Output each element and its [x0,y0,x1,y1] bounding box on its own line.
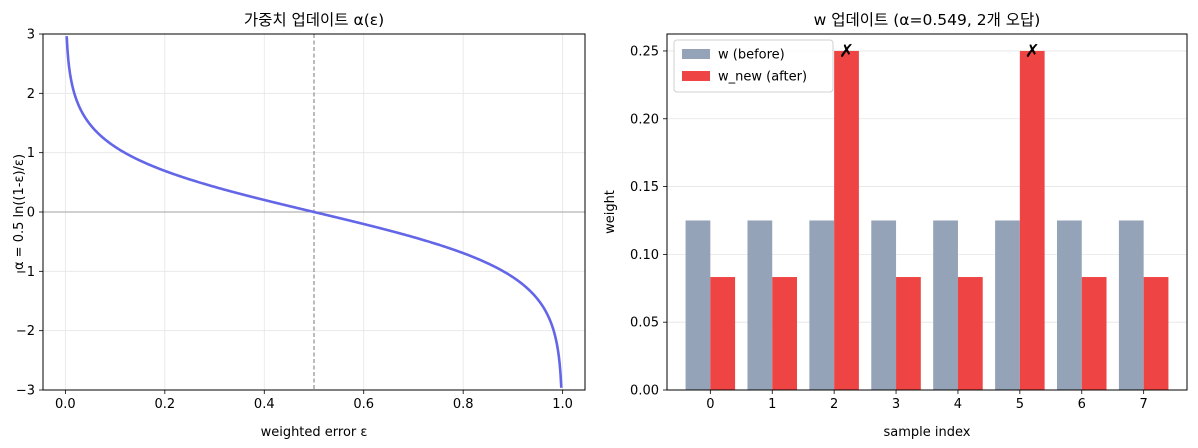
bar-before [747,220,773,390]
bar-before [1118,220,1144,390]
bar-before [1057,220,1082,390]
legend-swatch-after [682,71,710,81]
x-tick-label: 0.4 [254,397,275,412]
weight-legend: w (before) w_new (after) [673,39,834,93]
y-tick-label: 0.20 [630,112,659,127]
y-tick-label: −2 [16,324,35,339]
bar-before [685,220,711,390]
y-tick-label: 3 [27,28,35,43]
x-tick-label: 5 [1016,397,1024,412]
weight-y-axis-label: weight [603,190,618,234]
weight-grid [667,50,1187,391]
weight-ticks: 0.00 0.05 0.10 0.15 0.20 0.25 0 1 2 3 4 5 6 7 [630,44,1148,412]
legend-swatch-before [682,49,710,59]
bar-after [1019,50,1045,390]
y-tick-label: 0.05 [630,316,659,331]
weight-chart-title: w 업데이트 (α=0.549, 2개 오답) [814,11,1041,29]
wrong-mark-annotation: ✗ [1025,41,1040,62]
weight-annotations: ✗ ✗ [839,41,1040,62]
y-tick-label: −3 [16,384,35,399]
weight-bars [685,50,1169,390]
weight-x-axis-label: sample index [884,425,971,440]
x-tick-label: 2 [830,397,838,412]
bar-after [834,50,859,390]
legend-label-after: w_new (after) [718,70,807,85]
weight-plot-frame [666,33,1188,391]
bar-after [772,277,797,390]
y-tick-label: −1 [16,265,35,280]
alpha-ticks: 0.0 0.2 0.4 0.6 0.8 1.0 −3 −2 −1 0 1 2 3 [16,28,573,413]
y-tick-label: 2 [27,87,35,102]
x-tick-label: 7 [1140,397,1148,412]
y-tick-label: 0 [27,206,35,221]
wrong-mark-annotation: ✗ [839,41,854,62]
x-tick-label: 6 [1078,397,1086,412]
bar-after [957,277,983,390]
bar-after [896,277,921,390]
bar-after [1143,277,1169,390]
alpha-y-axis-label: α = 0.5 ln((1-ε)/ε) [12,154,27,270]
x-tick-label: 3 [892,397,900,412]
legend-label-before: w (before) [718,48,785,63]
y-tick-label: 0.00 [630,384,659,399]
bar-before [809,220,835,390]
x-tick-label: 0.2 [154,397,175,412]
legend-box [673,39,834,93]
y-tick-label: 1 [27,146,35,161]
x-tick-label: 0.6 [353,397,374,412]
alpha-x-axis-label: weighted error ε [261,425,368,440]
alpha-chart-title: 가중치 업데이트 α(ε) [244,11,384,29]
y-tick-label: 0.15 [630,180,659,195]
x-tick-label: 4 [954,397,962,412]
weight-chart: ✗ ✗ 0.000.050.100.150.200.250 1 2 3 4 5 6 7 w (b… [603,11,1188,440]
x-tick-label: 1.0 [552,397,573,412]
bar-after [710,277,736,390]
alpha-curve [65,36,563,388]
x-tick-label: 0 [706,397,714,412]
x-tick-label: 0.0 [55,397,76,412]
bar-before [871,220,897,390]
bar-after [1081,277,1107,390]
y-tick-label: 0.25 [630,44,659,59]
bar-before [933,220,958,390]
bar-before [995,220,1020,390]
x-tick-label: 0.8 [453,397,474,412]
x-tick-label: 1 [768,397,776,412]
alpha-chart: 0.0 0.2 0.4 0.6 0.8 1.0 −3 −2 −1 0 1 2 3 가중치 업데이트 α(… [12,11,586,440]
y-tick-label: 0.10 [630,248,659,263]
